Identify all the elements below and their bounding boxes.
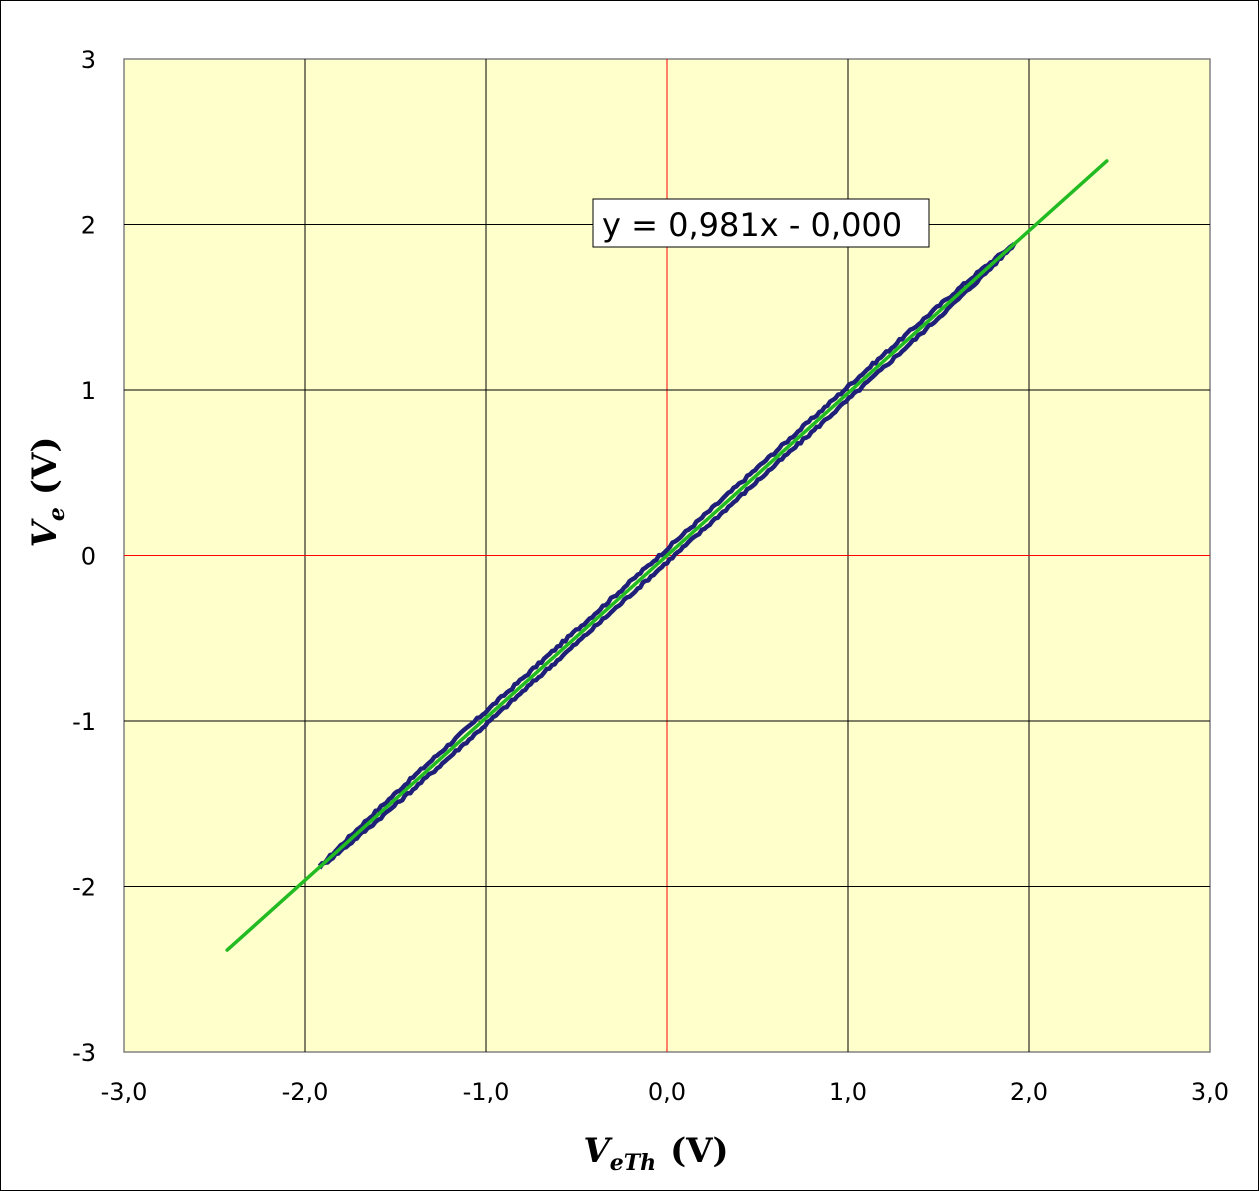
y-tick-label: -3 — [72, 1039, 96, 1067]
x-axis-title-unit: (V) — [670, 1131, 729, 1171]
trendline-equation: y = 0,981x - 0,000 — [602, 206, 902, 244]
y-tick-label: 3 — [81, 46, 96, 74]
y-tick-label: 0 — [81, 543, 96, 571]
x-tick-label: -3,0 — [101, 1078, 148, 1106]
x-tick-label: -1,0 — [463, 1078, 510, 1106]
y-tick-label: -1 — [72, 708, 96, 736]
x-tick-label: 1,0 — [829, 1078, 867, 1106]
trendline-line — [225, 159, 1109, 952]
y-axis-ticks: -3 -2 -1 0 1 2 3 — [72, 46, 96, 1067]
loop-upper-branch — [317, 242, 1016, 868]
x-tick-label: -2,0 — [282, 1078, 329, 1106]
y-axis-title: Ve (V) — [25, 437, 70, 548]
y-tick-label: 1 — [81, 377, 96, 405]
y-tick-label: -2 — [72, 874, 96, 902]
y-axis-title-sub: e — [44, 507, 70, 521]
y-axis-title-main: V — [25, 517, 65, 547]
x-axis-title-main: V — [583, 1131, 613, 1171]
loop-lower-branch — [317, 242, 1017, 870]
x-tick-label: 3,0 — [1191, 1078, 1229, 1106]
x-axis-ticks: -3,0 -2,0 -1,0 0,0 1,0 2,0 3,0 — [101, 1078, 1230, 1106]
y-tick-label: 2 — [81, 212, 96, 240]
data-series-loop — [317, 242, 1017, 870]
y-axis-title-unit: (V) — [25, 437, 65, 496]
x-tick-label: 2,0 — [1010, 1078, 1048, 1106]
x-axis-title-sub: eTh — [610, 1150, 656, 1176]
x-axis-title: VeTh (V) — [583, 1131, 728, 1176]
x-tick-label: 0,0 — [648, 1078, 686, 1106]
trendline — [225, 159, 1109, 952]
trendline-equation-box: y = 0,981x - 0,000 — [592, 198, 930, 248]
